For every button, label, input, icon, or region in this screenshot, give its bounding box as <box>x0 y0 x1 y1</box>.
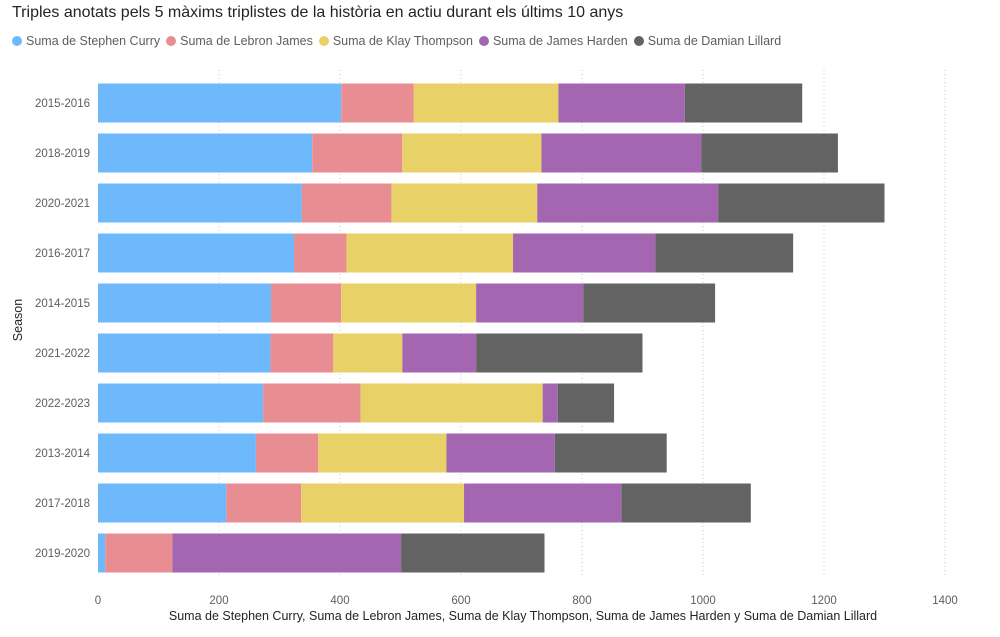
legend: Suma de Stephen Curry Suma de Lebron Jame… <box>12 34 787 48</box>
bar-segment[interactable] <box>718 183 885 223</box>
legend-label: Suma de Stephen Curry <box>26 34 161 48</box>
bar-segment[interactable] <box>402 133 542 173</box>
legend-item[interactable]: Suma de Stephen Curry <box>12 34 160 48</box>
y-tick-label: 2021-2022 <box>35 348 90 360</box>
bar-segment[interactable] <box>318 433 447 473</box>
bar-segment[interactable] <box>476 283 584 323</box>
x-tick-label: 600 <box>451 595 470 607</box>
x-tick-label: 0 <box>95 595 101 607</box>
bar-segment[interactable] <box>401 533 545 573</box>
legend-item[interactable]: Suma de James Harden <box>478 34 628 48</box>
bar-segment[interactable] <box>684 83 803 123</box>
legend-label: Suma de Damian Lillard <box>647 34 782 48</box>
bar-segment[interactable] <box>98 133 313 173</box>
x-tick-label: 1400 <box>932 595 958 607</box>
bar-segment[interactable] <box>98 383 264 423</box>
bar-segment[interactable] <box>446 433 555 473</box>
bar-segment[interactable] <box>464 483 622 523</box>
y-tick-label: 2013-2014 <box>35 448 91 460</box>
bar-segment[interactable] <box>98 233 295 273</box>
bar-segment[interactable] <box>255 433 319 473</box>
legend-swatch-icon <box>478 36 489 46</box>
legend-label: Suma de Klay Thompson <box>332 34 473 48</box>
bar-segment[interactable] <box>346 233 514 273</box>
y-tick-label: 2019-2020 <box>35 548 90 560</box>
bar-segment[interactable] <box>360 383 543 423</box>
bar-segment[interactable] <box>294 233 347 273</box>
bar-segment[interactable] <box>226 483 302 523</box>
bar-segment[interactable] <box>402 333 477 373</box>
bar-segment[interactable] <box>341 83 414 123</box>
bar-segment[interactable] <box>537 183 719 223</box>
bar-segment[interactable] <box>98 483 227 523</box>
bar-segment[interactable] <box>557 383 615 423</box>
bar-segment[interactable] <box>172 533 402 573</box>
legend-swatch-icon <box>166 36 177 46</box>
bar-segment[interactable] <box>271 283 342 323</box>
bar-segment[interactable] <box>98 433 256 473</box>
legend-swatch-icon <box>633 36 644 46</box>
y-tick-label: 2016-2017 <box>35 248 90 260</box>
bar-segment[interactable] <box>391 183 538 223</box>
x-tick-label: 200 <box>209 595 228 607</box>
bar-segment[interactable] <box>333 333 403 373</box>
legend-item[interactable]: Suma de Damian Lillard <box>633 34 782 48</box>
chart-title: Triples anotats pels 5 màxims triplistes… <box>12 4 624 21</box>
legend-swatch-icon <box>318 36 329 46</box>
y-tick-label: 2014-2015 <box>35 298 90 310</box>
bar-segment[interactable] <box>98 533 106 573</box>
bar-segment[interactable] <box>558 83 685 123</box>
y-tick-label: 2017-2018 <box>35 498 90 510</box>
bar-segment[interactable] <box>621 483 751 523</box>
x-tick-label: 400 <box>330 595 349 607</box>
bar-segment[interactable] <box>270 333 334 373</box>
bar-segment[interactable] <box>541 133 702 173</box>
x-tick-label: 1200 <box>811 595 837 607</box>
bar-segment[interactable] <box>98 283 272 323</box>
bar-segment[interactable] <box>476 333 643 373</box>
legend-swatch-icon <box>12 36 22 46</box>
bar-segment[interactable] <box>98 183 302 223</box>
bar-segment[interactable] <box>263 383 361 423</box>
legend-item[interactable]: Suma de Klay Thompson <box>318 34 473 48</box>
y-tick-label: 2015-2016 <box>35 98 90 110</box>
x-tick-label: 1000 <box>690 595 716 607</box>
x-axis-label: Suma de Stephen Curry, Suma de Lebron Ja… <box>168 609 878 623</box>
bar-segment[interactable] <box>655 233 794 273</box>
bar-segment[interactable] <box>98 333 271 373</box>
bar-segment[interactable] <box>341 283 477 323</box>
bar-segment[interactable] <box>105 533 173 573</box>
legend-label: Suma de Lebron James <box>180 34 313 48</box>
y-tick-label: 2018-2019 <box>35 148 90 160</box>
bar-segment[interactable] <box>301 483 465 523</box>
bar-segment[interactable] <box>301 183 392 223</box>
bar-segment[interactable] <box>701 133 838 173</box>
bar-segment[interactable] <box>312 133 403 173</box>
y-tick-label: 2022-2023 <box>35 398 90 410</box>
legend-label: Suma de James Harden <box>492 34 628 48</box>
bar-segment[interactable] <box>542 383 558 423</box>
x-tick-label: 800 <box>572 595 591 607</box>
bar-segment[interactable] <box>554 433 667 473</box>
bar-segment[interactable] <box>583 283 716 323</box>
y-tick-label: 2020-2021 <box>35 198 90 210</box>
bar-segment[interactable] <box>413 83 559 123</box>
bar-segment[interactable] <box>98 83 342 123</box>
bar-segment[interactable] <box>513 233 656 273</box>
legend-item[interactable]: Suma de Lebron James <box>166 34 313 48</box>
